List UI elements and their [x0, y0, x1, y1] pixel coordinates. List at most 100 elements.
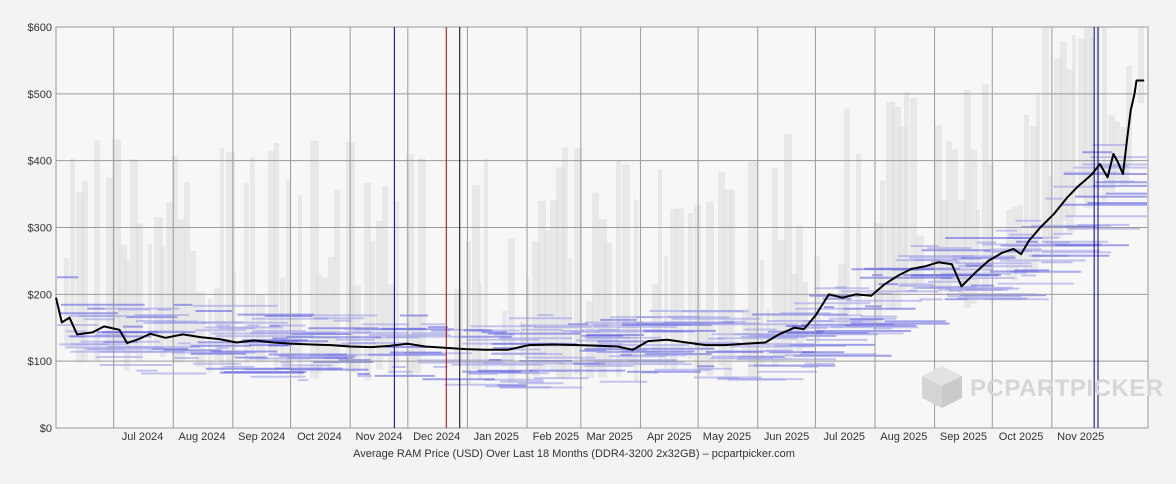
price-range-band [742, 308, 751, 356]
y-tick-label: $600 [28, 22, 52, 34]
y-tick-label: $0 [40, 423, 52, 435]
price-range-band [1054, 58, 1063, 238]
price-range-band [136, 223, 143, 361]
price-range-band [286, 179, 290, 371]
price-range-band [670, 209, 677, 370]
price-range-band [1108, 115, 1115, 192]
price-range-band [904, 92, 909, 287]
price-range-band [1060, 41, 1067, 222]
price-range-band [244, 183, 249, 364]
price-range-band [760, 259, 764, 365]
price-range-band [310, 140, 319, 379]
x-tick-label: Apr 2025 [647, 431, 692, 443]
x-tick-label: Mar 2025 [586, 431, 632, 443]
watermark: PCPARTPICKER [922, 366, 1164, 408]
price-range-band [406, 154, 414, 377]
price-range-band [208, 298, 212, 373]
y-tick-label: $400 [28, 156, 52, 168]
price-range-band [1024, 114, 1029, 274]
price-range-band [898, 126, 907, 293]
price-range-band [538, 200, 546, 370]
x-tick-label: Sep 2024 [238, 431, 285, 443]
price-range-band [964, 90, 971, 309]
x-tick-label: Feb 2025 [533, 431, 579, 443]
price-range-band [934, 125, 942, 295]
price-range-band [634, 199, 638, 382]
price-range-band [484, 158, 488, 373]
price-range-band [622, 164, 630, 361]
price-range-band [676, 208, 684, 354]
x-tick-label: May 2025 [703, 431, 751, 443]
price-range-band [814, 256, 820, 344]
x-tick-label: Oct 2025 [999, 431, 1044, 443]
price-range-band [1114, 121, 1120, 180]
price-range-band [1042, 27, 1049, 244]
price-range-band [598, 219, 607, 378]
watermark-logo-icon [922, 366, 962, 408]
x-tick-label: Jan 2025 [474, 431, 519, 443]
price-range-band [628, 323, 637, 362]
price-range-band [988, 164, 994, 275]
price-range-band [154, 217, 163, 349]
price-range-band [658, 169, 662, 366]
average-price-line [55, 79, 1145, 351]
price-range-band [82, 181, 88, 362]
price-range-band [466, 242, 471, 384]
price-range-band [946, 141, 952, 293]
price-range-band [1138, 27, 1144, 104]
x-tick-label: Jul 2024 [122, 431, 164, 443]
price-range-band [184, 182, 190, 351]
price-range-band [148, 244, 152, 354]
price-range-band [844, 108, 850, 328]
y-tick-label: $100 [28, 356, 52, 368]
price-range-band [592, 192, 599, 369]
price-range-band [328, 256, 335, 371]
price-range-band [178, 219, 185, 363]
price-range-band [256, 294, 265, 363]
price-range-band [268, 150, 275, 353]
price-range-band [1030, 125, 1038, 272]
price-range-band [730, 190, 735, 359]
price-range-band [604, 242, 612, 366]
price-range-band [64, 258, 69, 350]
price-range-band [1102, 27, 1107, 202]
price-range-band [616, 159, 621, 377]
price-range-band [454, 288, 463, 362]
price-range-band [700, 309, 709, 372]
price-range-band [766, 309, 770, 355]
price-range-band [802, 281, 808, 341]
price-range-band [982, 84, 989, 293]
price-range-band [562, 147, 568, 380]
price-range-band [214, 287, 221, 360]
price-range-band [778, 240, 786, 361]
price-range-band [250, 157, 255, 357]
price-range-band [70, 158, 75, 348]
watermark-text: PCPARTPICKER [970, 375, 1164, 402]
price-range-band [886, 101, 895, 311]
x-tick-label: Oct 2024 [297, 431, 342, 443]
price-range-band [220, 148, 224, 372]
price-range-band [1036, 95, 1040, 261]
price-range-band [652, 284, 660, 354]
price-range-band [532, 241, 540, 377]
price-range-band [784, 134, 792, 360]
price-range-band [1072, 35, 1076, 216]
price-range-band [1066, 69, 1074, 233]
x-tick-label: Aug 2024 [179, 431, 226, 443]
x-axis-caption: Average RAM Price (USD) Over Last 18 Mon… [353, 448, 795, 460]
x-tick-label: Sep 2025 [940, 431, 987, 443]
price-range-band [160, 245, 165, 357]
price-range-band [1090, 37, 1095, 201]
price-range-band [382, 186, 388, 357]
price-range-band [772, 168, 778, 367]
x-tick-label: Nov 2024 [355, 431, 402, 443]
price-range-band [316, 274, 322, 373]
price-range-band [166, 202, 173, 354]
price-range-band [1048, 176, 1052, 238]
price-range-band [94, 140, 100, 362]
price-range-band [334, 189, 340, 366]
price-range-band [1012, 206, 1018, 281]
price-range-band [970, 149, 977, 304]
price-range-band [232, 271, 236, 354]
